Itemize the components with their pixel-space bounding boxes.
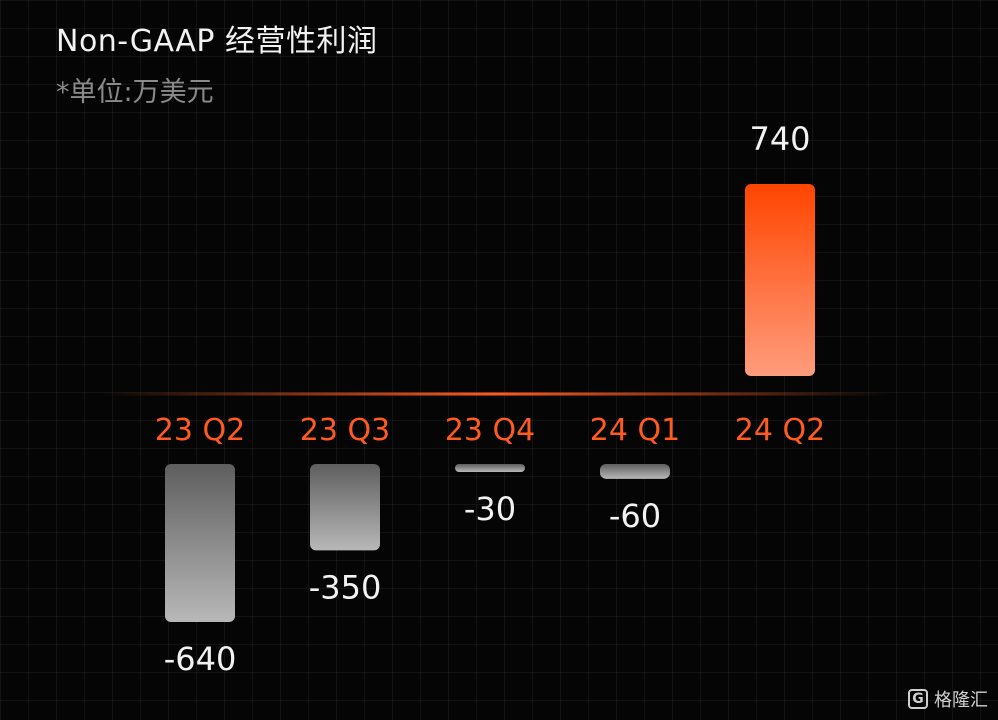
value-label: -60	[609, 497, 661, 535]
category-label: 23 Q4	[445, 413, 535, 448]
value-label: -640	[164, 640, 237, 678]
watermark-logo-icon: G	[908, 689, 928, 709]
bar-23-q2	[165, 464, 235, 622]
zero-axis-line	[100, 392, 890, 396]
watermark-text: 格隆汇	[934, 690, 988, 711]
category-label: 23 Q2	[155, 413, 245, 448]
value-label: 740	[749, 120, 810, 158]
category-label: 24 Q2	[735, 413, 825, 448]
bar-23-q4	[455, 464, 525, 472]
category-label: 24 Q1	[590, 413, 680, 448]
unit-note: *单位:万美元	[56, 77, 214, 108]
chart-title: Non-GAAP 经营性利润	[56, 24, 378, 59]
category-label: 23 Q3	[300, 413, 390, 448]
bar-24-q2	[745, 184, 815, 376]
bar-23-q3	[310, 464, 380, 551]
value-label: -350	[309, 568, 382, 606]
watermark: G 格隆汇	[908, 686, 988, 712]
value-label: -30	[464, 490, 516, 528]
bar-24-q1	[600, 464, 670, 479]
